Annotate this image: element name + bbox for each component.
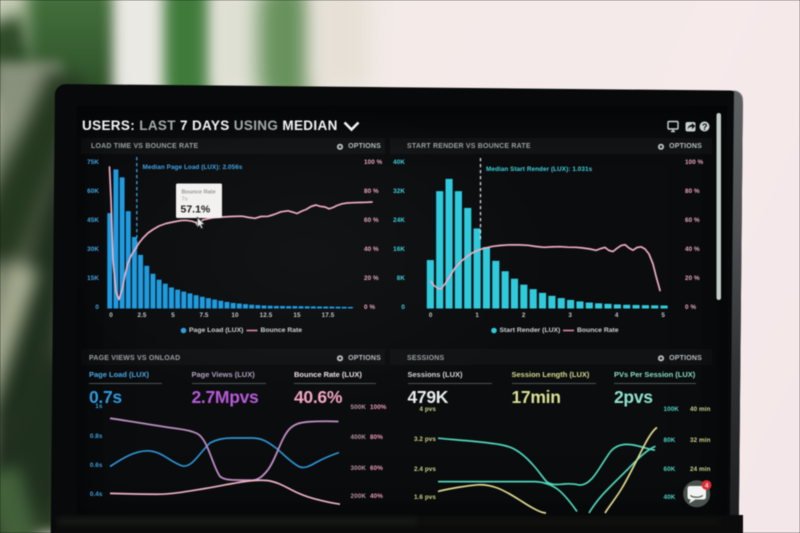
svg-text:Bounce Rate: Bounce Rate bbox=[182, 190, 216, 196]
svg-text:4: 4 bbox=[705, 483, 709, 490]
svg-text:57.1%: 57.1% bbox=[181, 204, 211, 216]
svg-text:7s: 7s bbox=[182, 197, 188, 203]
svg-text:?: ? bbox=[702, 122, 708, 132]
